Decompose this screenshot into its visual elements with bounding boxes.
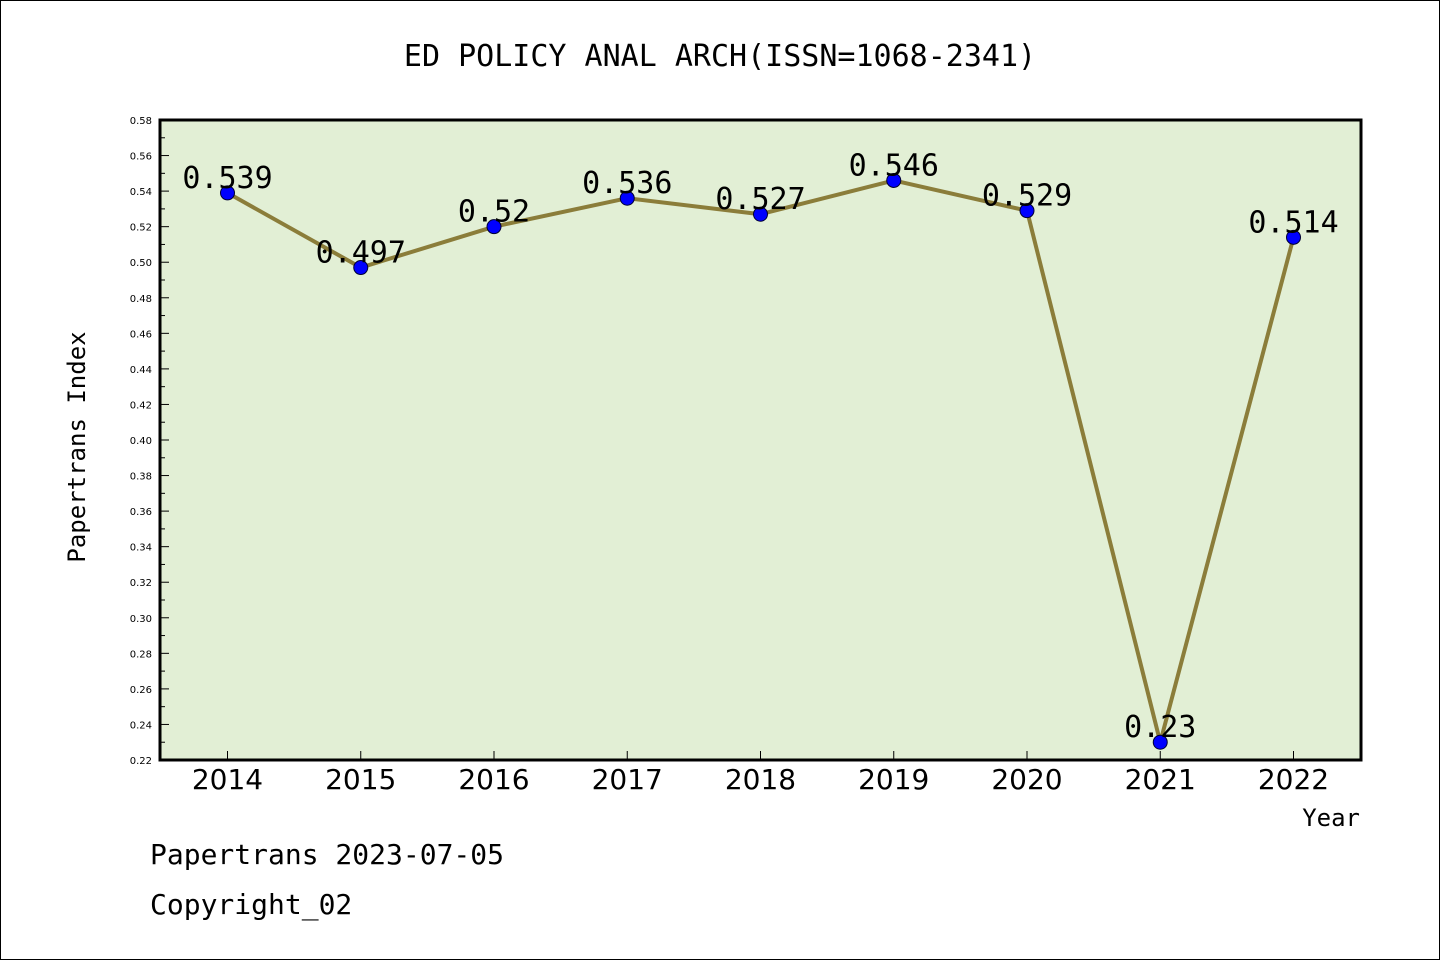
y-tick-label: 0.42 xyxy=(130,400,152,411)
data-label: 0.546 xyxy=(849,148,939,183)
chart-title: ED POLICY ANAL ARCH(ISSN=1068-2341) xyxy=(404,39,1036,74)
data-label: 0.514 xyxy=(1248,205,1338,240)
data-label: 0.539 xyxy=(182,161,272,196)
data-point xyxy=(1152,734,1168,750)
y-tick-label: 0.40 xyxy=(130,436,152,447)
x-axis-label: Year xyxy=(1302,804,1360,832)
data-point xyxy=(1019,203,1035,219)
data-label: 0.529 xyxy=(982,179,1072,214)
plot-border xyxy=(158,118,1363,762)
series-line-group: 0.539 0.497 0.52 0.536 0.527 0.546 0.529 0.23 0.… xyxy=(182,148,1339,750)
data-label: 0.52 xyxy=(458,195,530,230)
x-tick-label: 2019 xyxy=(858,763,929,796)
x-tick-label: 2015 xyxy=(325,763,396,796)
x-tick-label: 2014 xyxy=(192,763,263,796)
plot-area xyxy=(160,120,1361,760)
y-axis-label: Papertrans Index xyxy=(63,331,91,562)
y-tick-label: 0.58 xyxy=(130,116,152,127)
y-tick-label: 0.50 xyxy=(130,258,152,269)
x-tick-label: 2018 xyxy=(725,763,796,796)
y-tick-label: 0.30 xyxy=(130,614,152,625)
y-tick-label: 0.28 xyxy=(130,649,152,660)
footer-copyright: Copyright_02 xyxy=(150,888,352,922)
data-point xyxy=(486,219,502,235)
data-label: 0.23 xyxy=(1124,710,1196,745)
y-tick-label: 0.48 xyxy=(130,294,152,305)
x-tick-label: 2020 xyxy=(991,763,1062,796)
y-tick-label: 0.36 xyxy=(130,507,152,518)
y-tick-label: 0.54 xyxy=(130,187,152,198)
x-tick-label: 2017 xyxy=(592,763,663,796)
y-tick-label: 0.26 xyxy=(130,685,152,696)
y-tick-label: 0.34 xyxy=(130,543,152,554)
data-point xyxy=(220,185,235,201)
data-point xyxy=(1286,229,1301,245)
x-tick-label: 2021 xyxy=(1125,763,1196,796)
data-label: 0.536 xyxy=(582,166,672,201)
data-point xyxy=(619,190,635,206)
data-point xyxy=(886,172,902,188)
data-point xyxy=(753,206,768,222)
y-tick-label: 0.22 xyxy=(130,756,152,767)
y-tick-label: 0.56 xyxy=(130,152,152,163)
x-tick-label: 2016 xyxy=(458,763,529,796)
data-point xyxy=(353,260,369,276)
x-axis: 2014 2015 2016 2017 2018 2019 2020 2021 2022 xyxy=(192,751,1329,796)
x-tick-label: 2022 xyxy=(1258,763,1329,796)
data-label: 0.497 xyxy=(316,236,406,271)
y-tick-label: 0.24 xyxy=(130,720,152,731)
footer-date: Papertrans 2023-07-05 xyxy=(150,838,504,871)
y-tick-label: 0.46 xyxy=(130,329,152,340)
y-tick-label: 0.32 xyxy=(130,578,152,589)
y-tick-label: 0.44 xyxy=(130,365,152,376)
data-label: 0.527 xyxy=(715,182,805,217)
y-tick-label: 0.52 xyxy=(130,223,152,234)
y-tick-label: 0.38 xyxy=(130,472,152,483)
